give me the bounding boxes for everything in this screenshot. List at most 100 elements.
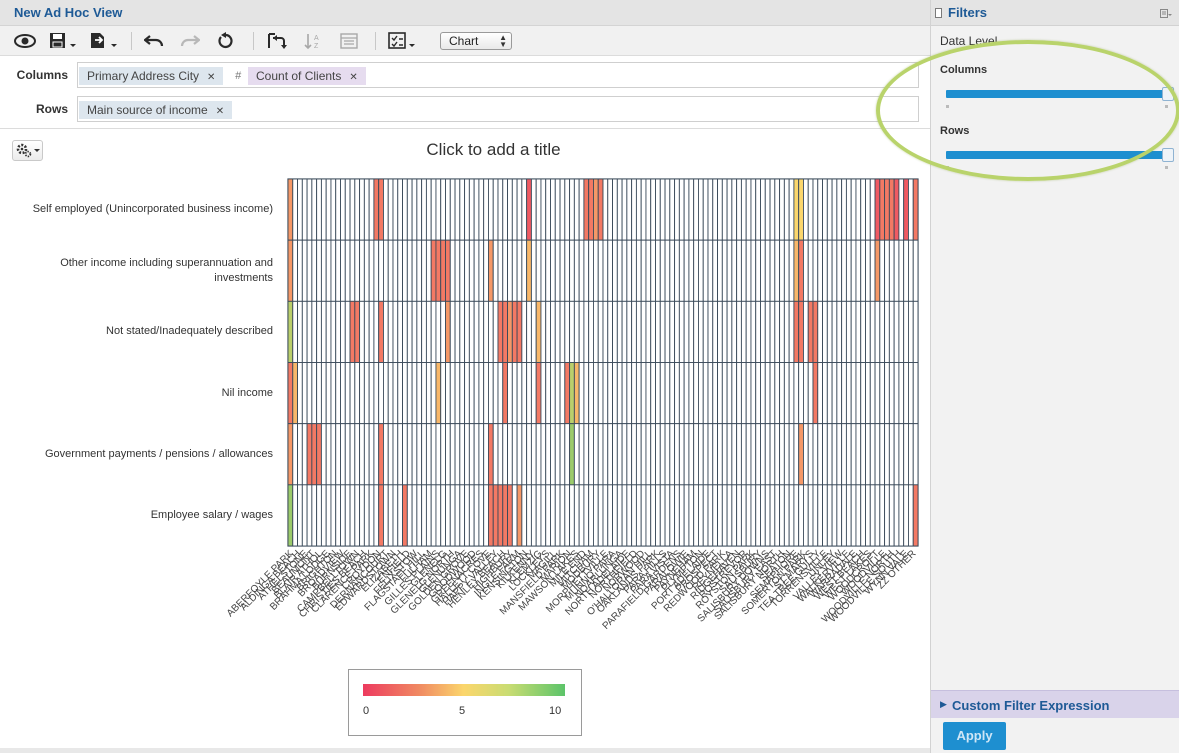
heatmap-cell[interactable]	[459, 239, 466, 302]
heatmap-cell[interactable]	[874, 178, 881, 241]
heatmap-cell[interactable]	[297, 178, 303, 241]
heatmap-cell[interactable]	[831, 239, 838, 302]
remove-icon[interactable]: ✕	[349, 72, 358, 83]
heatmap-cell[interactable]	[593, 484, 599, 547]
heatmap-cell[interactable]	[664, 484, 671, 547]
heatmap-cell[interactable]	[464, 484, 470, 547]
heatmap-cell[interactable]	[292, 362, 298, 425]
heatmap-cell[interactable]	[597, 362, 604, 425]
heatmap-cell[interactable]	[769, 178, 776, 241]
view-type-select[interactable]: Chart ▲ ▼	[440, 32, 512, 50]
heatmap-cell[interactable]	[631, 300, 637, 363]
heatmap-cell[interactable]	[564, 300, 571, 363]
heatmap-cell[interactable]	[855, 362, 862, 425]
heatmap-cell[interactable]	[550, 239, 556, 302]
heatmap-cell[interactable]	[483, 178, 489, 241]
heatmap-cell[interactable]	[717, 484, 723, 547]
heatmap-cell[interactable]	[678, 178, 685, 241]
heatmap-cell[interactable]	[855, 484, 862, 547]
heatmap-cell[interactable]	[602, 423, 609, 486]
heatmap-cell[interactable]	[707, 300, 714, 363]
heatmap-cell[interactable]	[483, 362, 489, 425]
heatmap-cell[interactable]	[826, 362, 833, 425]
heatmap-cell[interactable]	[626, 362, 633, 425]
heatmap-cell[interactable]	[760, 362, 766, 425]
heatmap-cell[interactable]	[449, 300, 456, 363]
heatmap-cell[interactable]	[483, 239, 489, 302]
heatmap-cell[interactable]	[311, 300, 318, 363]
heatmap-cell[interactable]	[440, 362, 446, 425]
heatmap-cell[interactable]	[468, 239, 475, 302]
heatmap-cell[interactable]	[349, 362, 356, 425]
heatmap-cell[interactable]	[688, 239, 695, 302]
heatmap-cell[interactable]	[578, 300, 585, 363]
heatmap-cell[interactable]	[903, 300, 909, 363]
heatmap-cell[interactable]	[659, 484, 666, 547]
heatmap-cell[interactable]	[693, 362, 699, 425]
heatmap-cell[interactable]	[693, 423, 699, 486]
heatmap-cell[interactable]	[320, 362, 327, 425]
heatmap-cell[interactable]	[421, 484, 427, 547]
heatmap-cell[interactable]	[635, 484, 642, 547]
heatmap-cell[interactable]	[645, 239, 652, 302]
heatmap-cell[interactable]	[569, 300, 575, 363]
heatmap-cell[interactable]	[822, 178, 828, 241]
heatmap-cell[interactable]	[588, 423, 594, 486]
heatmap-cell[interactable]	[492, 423, 499, 486]
heatmap-cell[interactable]	[812, 178, 819, 241]
heatmap-cell[interactable]	[445, 484, 451, 547]
heatmap-cell[interactable]	[459, 484, 466, 547]
heatmap-cell[interactable]	[363, 178, 370, 241]
heatmap-cell[interactable]	[755, 178, 761, 241]
heatmap-cell[interactable]	[550, 300, 556, 363]
heatmap-cell[interactable]	[793, 300, 800, 363]
heatmap-cell[interactable]	[344, 239, 351, 302]
heatmap-cell[interactable]	[569, 362, 575, 425]
heatmap-cell[interactable]	[359, 484, 365, 547]
heatmap-cell[interactable]	[406, 423, 413, 486]
heatmap-cell[interactable]	[325, 484, 332, 547]
heatmap-cell[interactable]	[712, 484, 718, 547]
heatmap-cell[interactable]	[721, 484, 728, 547]
heatmap-cell[interactable]	[588, 178, 594, 241]
heatmap-cell[interactable]	[511, 484, 518, 547]
heatmap-cell[interactable]	[330, 178, 337, 241]
heatmap-cell[interactable]	[383, 362, 389, 425]
heatmap-cell[interactable]	[497, 178, 504, 241]
redo-icon[interactable]	[177, 30, 203, 52]
heatmap-cell[interactable]	[774, 362, 781, 425]
heatmap-cell[interactable]	[640, 300, 647, 363]
heatmap-cell[interactable]	[483, 484, 489, 547]
heatmap-cell[interactable]	[507, 362, 513, 425]
heatmap-cell[interactable]	[507, 484, 513, 547]
heatmap-cell[interactable]	[573, 300, 580, 363]
heatmap-cell[interactable]	[316, 300, 322, 363]
heatmap-cell[interactable]	[292, 423, 298, 486]
heatmap-cell[interactable]	[664, 362, 671, 425]
heatmap-cell[interactable]	[545, 362, 551, 425]
heatmap-cell[interactable]	[903, 484, 909, 547]
heatmap-cell[interactable]	[597, 178, 604, 241]
heatmap-cell[interactable]	[588, 362, 594, 425]
heatmap-cell[interactable]	[736, 423, 742, 486]
heatmap-cell[interactable]	[674, 362, 680, 425]
heatmap-cell[interactable]	[898, 484, 905, 547]
heatmap-cell[interactable]	[430, 362, 437, 425]
heatmap-cell[interactable]	[764, 423, 771, 486]
heatmap-cell[interactable]	[454, 423, 461, 486]
heatmap-cell[interactable]	[616, 362, 623, 425]
heatmap-cell[interactable]	[578, 178, 585, 241]
heatmap-cell[interactable]	[826, 484, 833, 547]
heatmap-cell[interactable]	[812, 423, 819, 486]
heatmap-cell[interactable]	[344, 423, 351, 486]
heatmap-cell[interactable]	[445, 300, 451, 363]
heatmap-cell[interactable]	[478, 423, 485, 486]
heatmap-cell[interactable]	[645, 484, 652, 547]
heatmap-cell[interactable]	[626, 178, 633, 241]
heatmap-cell[interactable]	[569, 178, 575, 241]
heatmap-cell[interactable]	[478, 362, 485, 425]
heatmap-cell[interactable]	[363, 239, 370, 302]
heatmap-cell[interactable]	[449, 423, 456, 486]
save-icon[interactable]	[48, 30, 78, 52]
heatmap-cell[interactable]	[297, 362, 303, 425]
